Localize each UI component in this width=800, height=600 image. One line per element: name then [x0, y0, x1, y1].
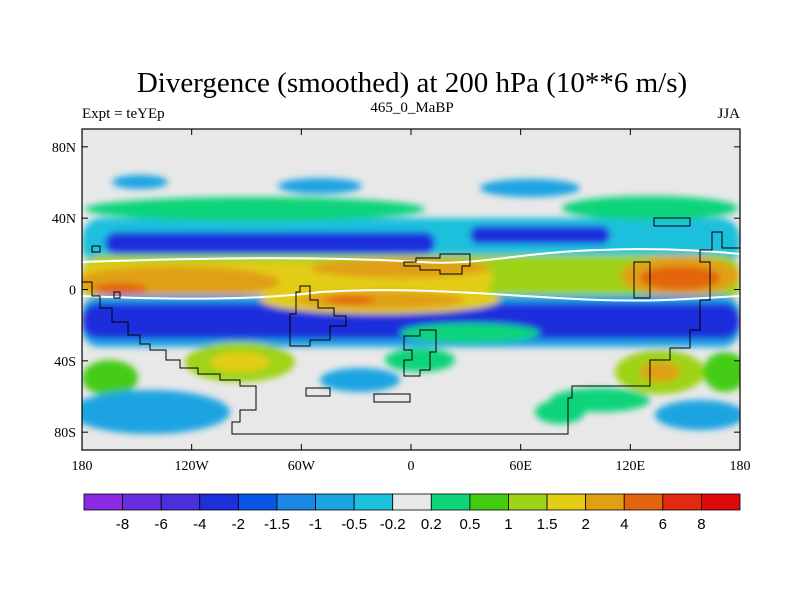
- field-cyan-high-north-3: [480, 179, 580, 197]
- field-high-south-cyan-3: [655, 400, 740, 430]
- x-tick-label: 0: [408, 459, 415, 474]
- colorbar-label: 1: [504, 516, 512, 533]
- x-tick-label: 120E: [616, 459, 646, 474]
- colorbar-label: -2: [232, 516, 245, 533]
- field-south-green-cell-2: [82, 360, 138, 396]
- colorbar-box: [469, 493, 509, 511]
- coastline-africa: [403, 253, 471, 275]
- colorbar-box: [508, 493, 548, 511]
- field-north-blue-band: [105, 232, 435, 254]
- colorbar-box: [315, 493, 355, 511]
- coastline-southern-africa: [403, 329, 437, 377]
- coastline-antarctic-peninsula: [373, 393, 411, 403]
- field-south-atlantic-red: [325, 296, 375, 304]
- x-tick-label: 120W: [175, 459, 210, 474]
- colorbar-box: [199, 493, 239, 511]
- coastline-island-west-2: [113, 291, 121, 299]
- colorbar-box: [546, 493, 587, 511]
- divergence-field: [82, 175, 740, 434]
- coastline-small-island: [305, 387, 331, 397]
- field-west-red: [92, 283, 148, 295]
- coastline-north-america-west: [82, 231, 740, 435]
- colorbar: -8 -6 -4 -2 -1.5 -1 -0.5 -0.2 0.2 0.5 1 1.5 2 4 6 8: [83, 493, 741, 533]
- x-tick-label: 180: [730, 459, 751, 474]
- colorbar-label: -1: [309, 516, 322, 533]
- y-tick-label: 40N: [52, 212, 76, 227]
- colorbar-label: 6: [659, 516, 667, 533]
- colorbar-label: 2: [581, 516, 589, 533]
- x-tick-label: 60E: [509, 459, 532, 474]
- colorbar-box: [623, 493, 664, 511]
- coastline-south-america: [289, 285, 347, 347]
- coastline-island-west: [91, 245, 101, 253]
- y-tick-label: 40S: [54, 355, 76, 370]
- y-tick-label: 80S: [54, 426, 76, 441]
- colorbar-box: [430, 493, 471, 511]
- field-south-blue-band: [82, 303, 740, 339]
- right-label: JJA: [717, 106, 740, 122]
- field-high-south-cyan-2: [320, 368, 400, 392]
- coastline-maritime-continent: [633, 261, 651, 299]
- contour-north: [82, 248, 740, 264]
- colorbar-label: -6: [155, 516, 168, 533]
- colorbar-box: [83, 493, 123, 511]
- field-green-north-2: [562, 196, 738, 220]
- field-south-atlantic-orange: [295, 291, 465, 309]
- zero-contours: [82, 248, 740, 302]
- colorbar-label: -4: [193, 516, 206, 533]
- colorbar-box: [662, 493, 702, 511]
- colorbar-label: -0.5: [341, 516, 367, 533]
- field-high-south-green: [535, 400, 585, 424]
- colorbar-box: [122, 493, 162, 511]
- field-green-north-1: [85, 197, 425, 221]
- left-label: Expt = teYEp: [82, 106, 165, 122]
- x-tick-label: 180: [72, 459, 93, 474]
- field-north-blue-band-2: [470, 226, 610, 244]
- colorbar-box: [237, 493, 278, 511]
- center-label: 465_0_MaBP: [370, 100, 453, 116]
- x-tick-label: 60W: [288, 459, 316, 474]
- colorbar-label: 8: [697, 516, 705, 533]
- field-south-green-cell-1-core: [210, 352, 270, 372]
- colorbar-label: 1.5: [537, 516, 558, 533]
- colorbar-label: -8: [116, 516, 129, 533]
- colorbar-box: [585, 493, 625, 511]
- colorbar-box: [701, 493, 741, 511]
- colorbar-box: [160, 493, 201, 511]
- coastline-asia-north: [653, 217, 691, 227]
- plot-area: 180 120W 60W 0 60E 120E 180 80N 40N 0 40S 80S: [52, 128, 751, 474]
- x-axis: 180 120W 60W 0 60E 120E 180: [72, 129, 751, 474]
- colorbar-label: 0.2: [421, 516, 442, 533]
- chart-title: Divergence (smoothed) at 200 hPa (10**6 …: [137, 67, 687, 99]
- colorbar-label: 0.5: [459, 516, 480, 533]
- field-cyan-high-north-2: [278, 178, 362, 194]
- colorbar-label: -1.5: [264, 516, 290, 533]
- y-axis: 80N 40N 0 40S 80S: [52, 141, 740, 441]
- field-south-green-cell-3-core: [640, 362, 680, 382]
- field-pacific-red: [640, 266, 720, 290]
- contour-south: [82, 289, 740, 302]
- colorbar-box: [276, 493, 316, 511]
- field-south-green-cell-4: [703, 352, 740, 392]
- field-south-green-east: [400, 323, 540, 343]
- field-south-green-cell-6: [385, 348, 455, 372]
- colorbar-box: [353, 493, 394, 511]
- colorbar-label: 4: [620, 516, 628, 533]
- coastlines: [82, 217, 740, 435]
- y-tick-label: 80N: [52, 141, 76, 156]
- y-tick-label: 0: [69, 284, 76, 299]
- field-cyan-high-north-1: [112, 175, 168, 189]
- field-high-south-cyan-1: [82, 390, 230, 434]
- colorbar-box: [392, 493, 432, 511]
- colorbar-label: -0.2: [380, 516, 406, 533]
